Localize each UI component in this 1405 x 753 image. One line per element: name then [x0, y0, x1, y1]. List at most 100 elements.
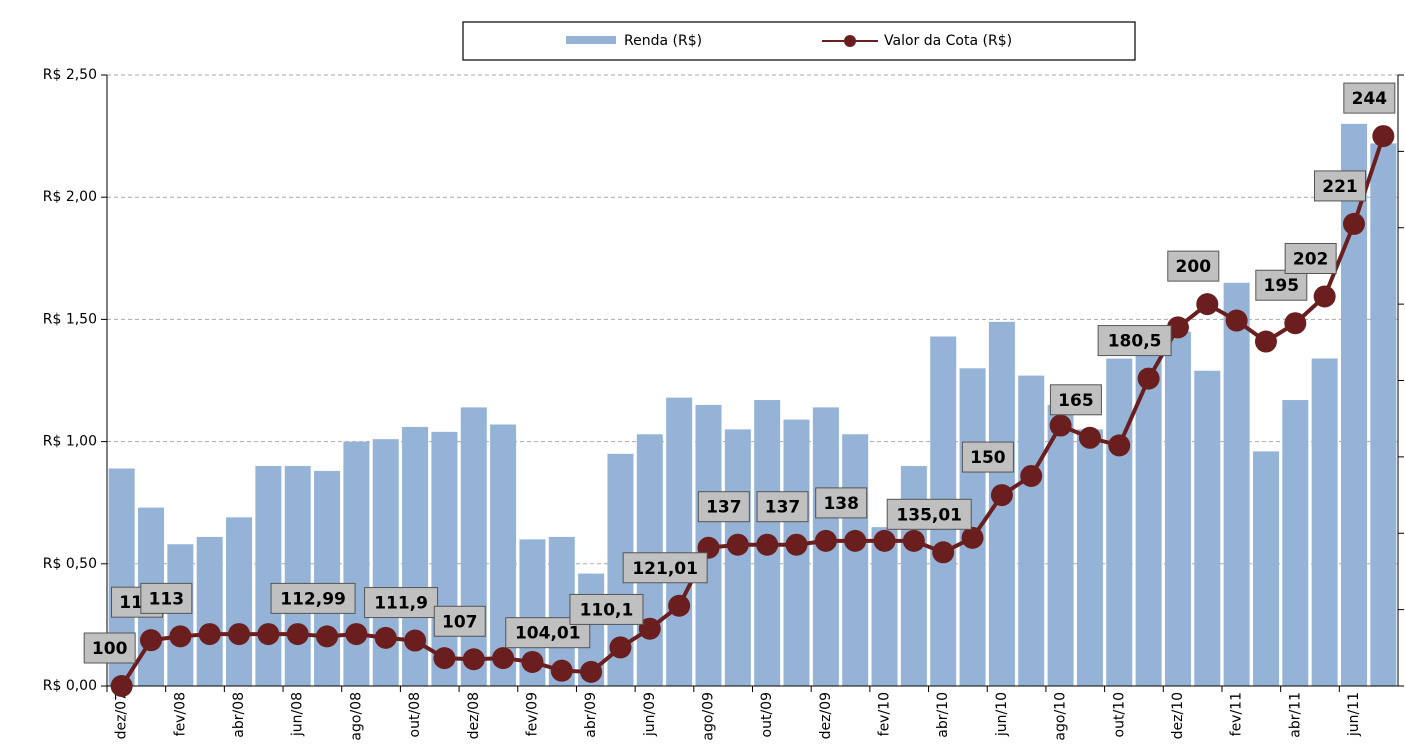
y-tick-label: R$ 0,00: [43, 678, 97, 694]
y-tick-label: R$ 2,00: [43, 189, 97, 205]
value-label-box: [622, 552, 708, 584]
x-tick-label: out/10: [1111, 692, 1127, 737]
value-label: 221: [1322, 177, 1358, 197]
marker: [638, 617, 661, 640]
bar: [372, 439, 399, 686]
value-label: 137: [765, 498, 801, 518]
value-label-box: [1313, 170, 1366, 202]
bar: [460, 407, 487, 686]
x-tick-label: ago/08: [348, 692, 364, 741]
marker: [462, 648, 485, 671]
marker: [580, 660, 603, 683]
x-tick-label: abr/08: [231, 692, 247, 738]
marker: [873, 529, 896, 552]
bar: [1282, 400, 1309, 686]
value-label: 110,1: [580, 600, 634, 620]
legend-box: [462, 21, 1136, 61]
marker: [1342, 212, 1365, 235]
marker: [228, 623, 251, 646]
bar: [1106, 358, 1133, 686]
y-tick-label: R$ 0,50: [43, 556, 97, 572]
x-tick-label: dez/09: [818, 692, 834, 739]
legend-label: Valor da Cota (R$): [884, 33, 1012, 49]
value-label-box: [961, 441, 1014, 473]
marker: [961, 526, 984, 549]
x-tick-label: jun/11: [1346, 692, 1362, 737]
value-label-box: [697, 491, 750, 523]
marker: [345, 623, 368, 646]
value-label-box: [270, 582, 356, 614]
bar: [1164, 331, 1191, 686]
x-tick-label: fev/08: [172, 692, 188, 736]
x-tick-label: out/09: [759, 692, 775, 737]
value-label-box: [1097, 325, 1172, 357]
x-tick-label: jun/09: [642, 692, 658, 737]
value-label-box: [1284, 242, 1337, 274]
bar: [1018, 375, 1045, 686]
marker: [932, 541, 955, 564]
value-label: 202: [1293, 249, 1329, 269]
marker: [844, 529, 867, 552]
x-tick-label: jun/10: [994, 692, 1010, 737]
y-tick-label: R$ 1,50: [43, 311, 97, 327]
bar: [1252, 451, 1279, 686]
bar: [255, 466, 282, 686]
marker: [492, 647, 515, 670]
marker: [1225, 309, 1248, 332]
x-tick-label: ago/10: [1053, 692, 1069, 741]
marker: [668, 594, 691, 617]
value-label: 165: [1058, 391, 1094, 411]
value-label: 112,99: [280, 589, 346, 609]
marker: [1196, 293, 1219, 316]
bar: [666, 397, 693, 686]
marker: [404, 629, 427, 652]
value-label-box: [433, 605, 486, 637]
marker: [726, 533, 749, 556]
value-label: 137: [706, 498, 742, 518]
marker: [1372, 125, 1395, 148]
bar: [842, 434, 869, 686]
value-label: 244: [1352, 89, 1388, 109]
marker: [257, 623, 280, 646]
marker: [756, 533, 779, 556]
bar: [196, 536, 223, 686]
marker: [814, 529, 837, 552]
marker: [1137, 367, 1160, 390]
marker: [1078, 426, 1101, 449]
value-label-box: [1049, 384, 1102, 416]
marker: [785, 533, 808, 556]
marker: [374, 626, 397, 649]
bar: [724, 429, 751, 686]
bar: [284, 466, 311, 686]
bar: [314, 470, 341, 686]
value-label-box: [1255, 269, 1308, 301]
marker: [902, 529, 925, 552]
marker: [169, 625, 192, 648]
y-tick-label: R$ 1,00: [43, 434, 97, 450]
value-label: 111,9: [374, 594, 428, 614]
marker: [1049, 414, 1072, 437]
value-label-box: [756, 491, 809, 523]
value-label: 121,01: [632, 559, 698, 579]
x-tick-label: fev/09: [524, 692, 540, 736]
marker: [198, 623, 221, 646]
value-label: 180,5: [1108, 332, 1162, 352]
x-tick-label: jun/08: [290, 692, 306, 737]
marker: [550, 659, 573, 682]
bar: [1076, 429, 1103, 686]
marker: [1284, 312, 1307, 335]
x-tick-label: dez/07: [114, 692, 130, 739]
bar: [226, 517, 253, 686]
x-tick-label: dez/10: [1170, 692, 1186, 739]
bar: [1223, 282, 1250, 686]
bar: [343, 441, 370, 686]
x-tick-label: fev/10: [877, 692, 893, 736]
bar: [1194, 370, 1221, 686]
bar: [871, 527, 898, 686]
marker: [1254, 330, 1277, 353]
marker: [286, 623, 309, 646]
bar: [1340, 123, 1367, 686]
value-label: 107: [442, 612, 478, 632]
y-tick-label: R$ 2,50: [43, 67, 97, 83]
